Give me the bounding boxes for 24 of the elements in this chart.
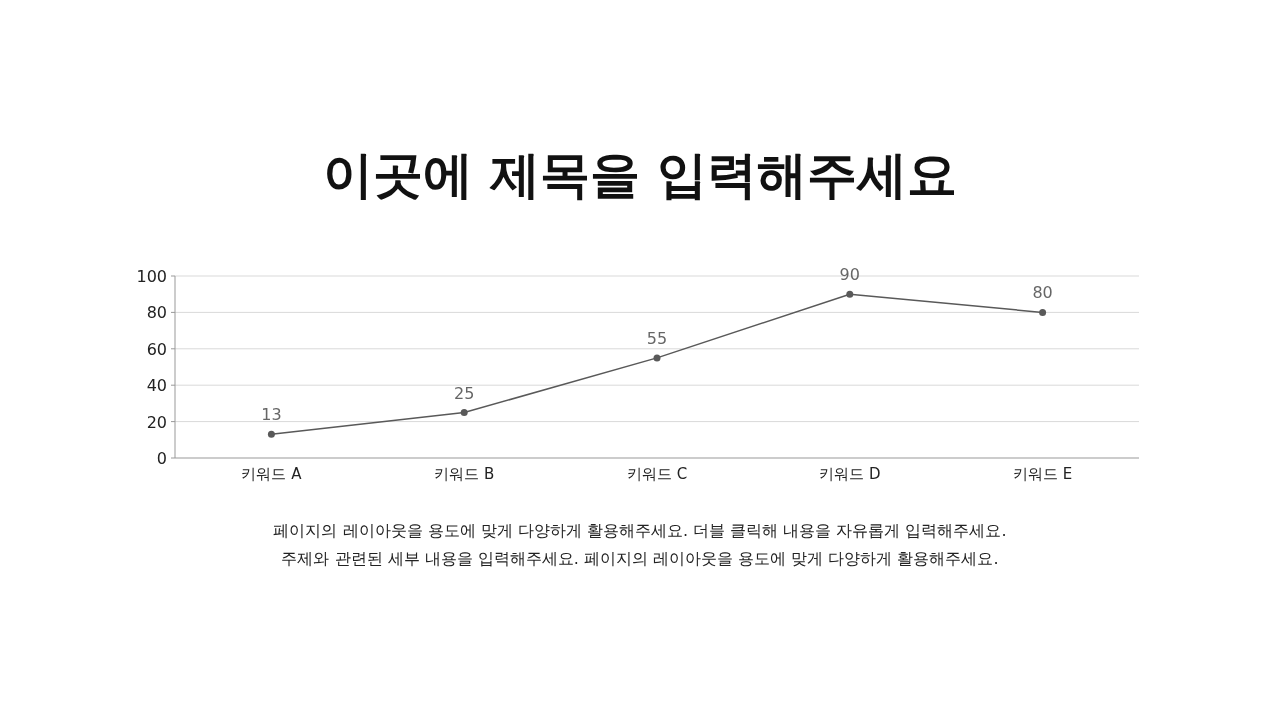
y-tick-label: 100 xyxy=(136,267,167,286)
data-label: 80 xyxy=(1032,283,1053,303)
y-tick-label: 20 xyxy=(146,412,167,432)
y-tick-label: 80 xyxy=(146,303,167,323)
point xyxy=(653,354,661,362)
point xyxy=(846,290,854,298)
point xyxy=(267,430,275,438)
chart-title: 이곳에 제목을 입력해주세요 xyxy=(322,146,958,204)
y-tick-label: 40 xyxy=(146,376,167,396)
text: 주제와 관련된 세부 내용을 입력해주세요. 페이지의 레이아웃을 용도에 맞게 다양하게 활용해주세요. xyxy=(281,549,999,568)
data-label: 25 xyxy=(454,383,475,403)
data-label: 13 xyxy=(261,405,282,425)
x-tick-label: 키워드 A xyxy=(241,465,303,483)
y-tick-label: 0 xyxy=(156,449,167,468)
point xyxy=(460,409,468,416)
x-tick-label: 키워드 B xyxy=(434,465,495,483)
y-tick-label: 60 xyxy=(146,339,167,359)
data-label: 55 xyxy=(646,328,668,348)
x-tick-label: 키워드 D xyxy=(819,465,881,483)
data-label: 90 xyxy=(839,265,860,285)
x-tick-label: 키워드 C xyxy=(626,465,688,483)
text: 페이지의 레이아웃을 용도에 맞게 다양하게 활용해주세요. 더블 클릭해 내용을 자유롭게 입력해주세요. xyxy=(273,521,1007,540)
x-tick-label: 키워드 E xyxy=(1012,465,1073,483)
point xyxy=(1039,308,1047,316)
